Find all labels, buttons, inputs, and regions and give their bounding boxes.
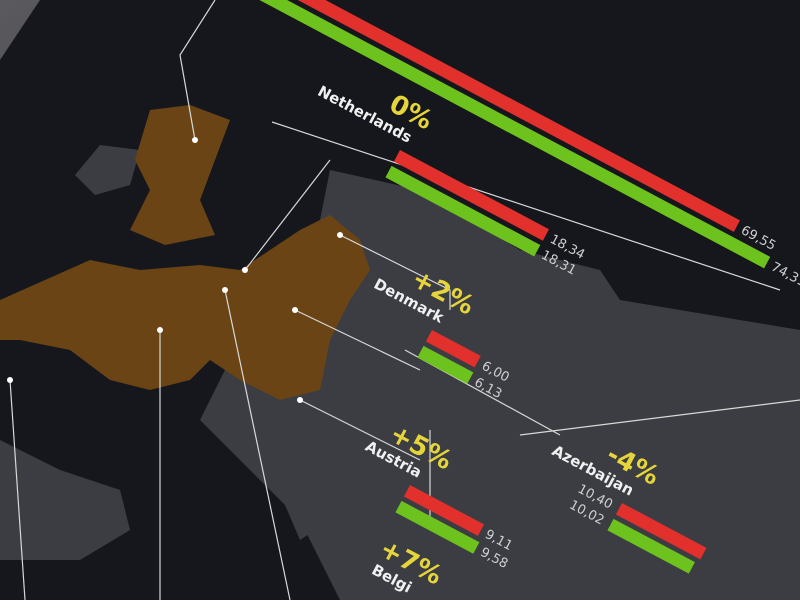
- map-ireland: [75, 145, 140, 195]
- bar: [417, 345, 474, 384]
- bar: [607, 518, 695, 574]
- bar: [393, 150, 549, 241]
- map-highlighted: [0, 215, 370, 400]
- connector: [294, 309, 421, 371]
- marker: [337, 232, 343, 238]
- connector: [224, 289, 291, 600]
- marker: [7, 377, 13, 383]
- map: [0, 105, 800, 600]
- map-iberia: [0, 440, 130, 560]
- marker: [192, 137, 198, 143]
- marker: [292, 307, 298, 313]
- connector: [244, 159, 331, 271]
- bar: [395, 500, 480, 554]
- divider: [271, 121, 781, 291]
- connector: [339, 234, 451, 310]
- map-uk: [130, 105, 230, 245]
- bar: [403, 485, 485, 536]
- map-italy: [240, 390, 330, 540]
- marker: [297, 397, 303, 403]
- marker: [222, 287, 228, 293]
- marker: [157, 327, 163, 333]
- connectors: [7, 0, 800, 600]
- connector: [9, 379, 26, 600]
- connector: [179, 0, 216, 141]
- bar: [160, 0, 771, 269]
- connector: [519, 399, 800, 436]
- bar: [425, 330, 481, 368]
- bar: [385, 165, 541, 257]
- marker: [242, 267, 248, 273]
- connector: [299, 399, 421, 461]
- bar: [615, 503, 707, 560]
- bar: [168, 0, 740, 232]
